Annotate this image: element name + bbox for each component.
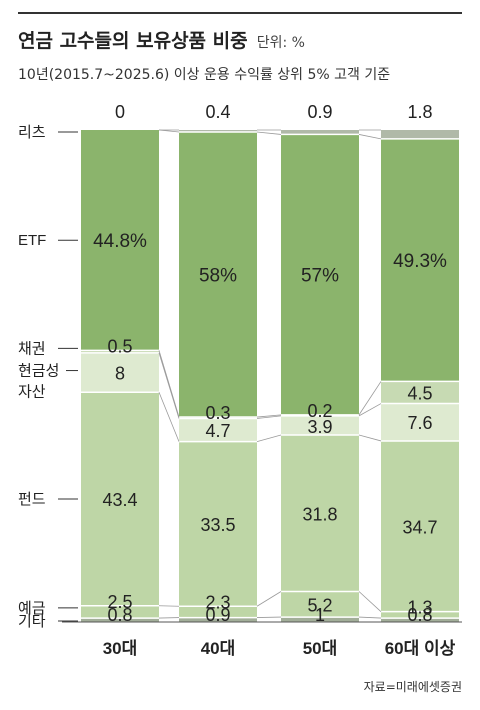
- bar-segment: [179, 441, 257, 607]
- data-label: 0.9: [205, 605, 230, 625]
- data-label: 43.4: [102, 490, 137, 510]
- data-label: 0.5: [107, 336, 132, 356]
- x-tick-label: 40대: [201, 639, 236, 658]
- data-label: 1.3: [407, 598, 432, 618]
- bar-segment: [81, 130, 159, 351]
- legend-label: ETF: [18, 232, 46, 249]
- connector-line: [256, 434, 282, 443]
- connector-line: [256, 591, 282, 607]
- data-label: 57%: [301, 266, 339, 287]
- bar-segment: [281, 415, 359, 436]
- title-row: 연금 고수들의 보유상품 비중 단위: %: [18, 26, 305, 53]
- data-label: 2.3: [205, 592, 230, 612]
- bar-segment: [179, 418, 257, 442]
- bar-segment: [281, 617, 359, 622]
- data-label: 3.9: [307, 417, 332, 437]
- data-label: 1.8: [407, 102, 432, 122]
- legend-label: 기타: [18, 613, 46, 630]
- data-label: 31.8: [302, 504, 337, 524]
- legend-label: 예금: [18, 600, 46, 617]
- bar-segment: [281, 435, 359, 592]
- connector-line: [358, 403, 382, 417]
- unit-label: 단위: %: [256, 35, 305, 51]
- connector-line: [256, 415, 282, 419]
- bar-segment: [281, 134, 359, 415]
- data-label: 7.6: [407, 413, 432, 433]
- data-label: 8: [115, 364, 125, 384]
- data-label: 0.8: [407, 605, 432, 625]
- data-label: 34.7: [402, 517, 437, 537]
- bar-segment: [81, 618, 159, 622]
- data-label: 44.8%: [93, 231, 147, 252]
- bar-segment: [381, 618, 459, 622]
- bar-segment: [179, 131, 257, 418]
- bar-segment: [381, 440, 459, 612]
- bar-segment: [381, 130, 459, 139]
- bar-segment: [179, 130, 257, 132]
- data-label: 0: [115, 102, 125, 122]
- data-label: 0.3: [205, 403, 230, 423]
- source-note: 자료=미래에셋증권: [363, 680, 462, 694]
- legend-label: 현금성: [18, 363, 59, 380]
- data-label: 49.3%: [393, 251, 447, 272]
- legend-label: 리츠: [18, 124, 46, 141]
- connector-line: [158, 350, 180, 418]
- bar-segment: [381, 381, 459, 404]
- data-label: 4.7: [205, 421, 230, 441]
- connector-line: [158, 605, 180, 607]
- legend-label: 채권: [18, 340, 46, 357]
- data-label: 4.5: [407, 383, 432, 403]
- connector-line: [256, 131, 282, 135]
- chart-subtitle: 10년(2015.7~2025.6) 이상 운용 수익률 상위 5% 고객 기준: [18, 67, 391, 83]
- x-tick-label: 50대: [303, 639, 338, 658]
- data-label: 2.5: [107, 592, 132, 612]
- bar-segment: [381, 138, 459, 382]
- x-tick-label: 60대 이상: [385, 639, 456, 658]
- legend-label: 펀드: [18, 491, 46, 508]
- bar-segment: [281, 130, 359, 135]
- data-label: 1: [315, 605, 325, 625]
- bar-segment: [179, 606, 257, 618]
- bar-segment: [281, 591, 359, 618]
- data-label: 0.2: [307, 401, 332, 421]
- chart-title: 연금 고수들의 보유상품 비중: [18, 30, 248, 52]
- top-rule: [18, 12, 462, 14]
- connector-line: [358, 381, 382, 416]
- bar-segment: [81, 605, 159, 619]
- bar-segment: [81, 352, 159, 393]
- data-label: 58%: [199, 266, 237, 287]
- connector-line: [158, 352, 180, 419]
- bar-segment: [179, 617, 257, 622]
- bar-segment: [81, 392, 159, 606]
- data-label: 33.5: [200, 515, 235, 535]
- data-label: 0.4: [205, 102, 230, 122]
- legend-label: 자산: [18, 384, 46, 401]
- bar-segment: [381, 403, 459, 441]
- connector-line: [358, 616, 382, 619]
- bar-segment: [381, 611, 459, 619]
- data-label: 5.2: [307, 595, 332, 615]
- connector-line: [158, 392, 180, 442]
- x-tick-label: 30대: [103, 639, 138, 658]
- connector-line: [256, 414, 282, 418]
- connector-line: [358, 591, 382, 612]
- data-label: 0.9: [307, 102, 332, 122]
- connector-line: [358, 134, 382, 140]
- bar-segment: [81, 350, 159, 353]
- connector-line: [358, 434, 382, 442]
- data-label: 0.8: [107, 605, 132, 625]
